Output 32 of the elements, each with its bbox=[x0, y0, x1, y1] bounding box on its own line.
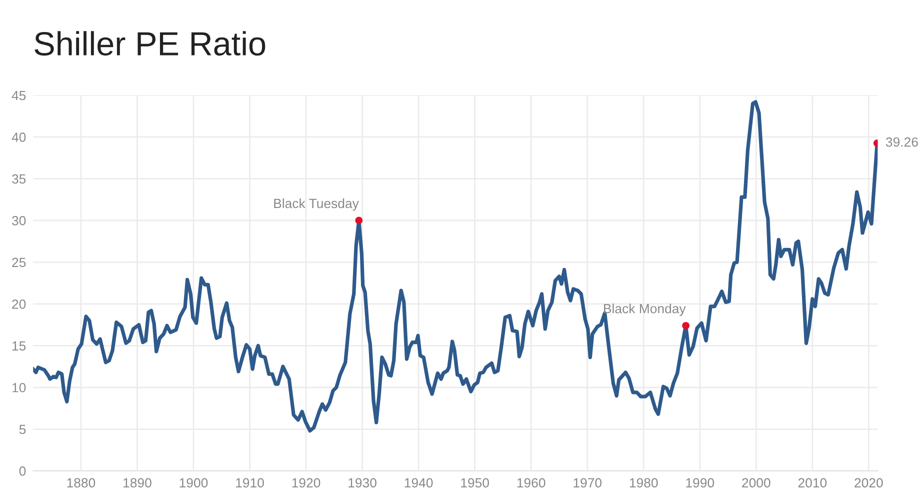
x-tick-label: 1920 bbox=[292, 478, 320, 488]
x-tick-label: 2000 bbox=[742, 478, 770, 488]
annotation: Black Monday bbox=[604, 304, 686, 316]
x-tick-label: 2010 bbox=[798, 478, 827, 488]
y-tick-label: 35 bbox=[12, 174, 26, 184]
y-tick-label: 25 bbox=[12, 258, 26, 268]
y-tick-label: 45 bbox=[12, 90, 26, 100]
x-tick-label: 1970 bbox=[574, 478, 602, 488]
y-tick-label: 10 bbox=[12, 382, 26, 392]
x-tick-label: 1910 bbox=[236, 478, 264, 488]
chart-title: Shiller PE Ratio bbox=[34, 31, 266, 56]
point bbox=[682, 322, 690, 330]
line-series bbox=[33, 100, 878, 433]
x-tick-label: 1980 bbox=[630, 478, 658, 488]
y-tick-label: 5 bbox=[19, 424, 26, 434]
y-tick-label: 40 bbox=[12, 132, 26, 142]
annotation: 39.26 bbox=[886, 137, 918, 147]
y-tick-label: 20 bbox=[12, 299, 26, 309]
x-tick-label: 1890 bbox=[124, 478, 152, 488]
x-tick-label: 1950 bbox=[461, 478, 489, 488]
y-tick-label: 15 bbox=[12, 341, 26, 351]
y-tick-label: 30 bbox=[12, 216, 26, 226]
x-tick-label: 1990 bbox=[686, 478, 714, 488]
point bbox=[355, 216, 363, 224]
x-tick-label: 1940 bbox=[404, 478, 433, 488]
annotation: Black Tuesday bbox=[274, 198, 359, 211]
x-tick-label: 2020 bbox=[854, 478, 883, 488]
x-tick-label: 1960 bbox=[517, 478, 546, 488]
x-tick-label: 1930 bbox=[348, 478, 376, 488]
x-tick-label: 1880 bbox=[67, 478, 96, 488]
y-tick-label: 0 bbox=[19, 466, 26, 476]
x-tick-label: 1900 bbox=[180, 478, 208, 488]
